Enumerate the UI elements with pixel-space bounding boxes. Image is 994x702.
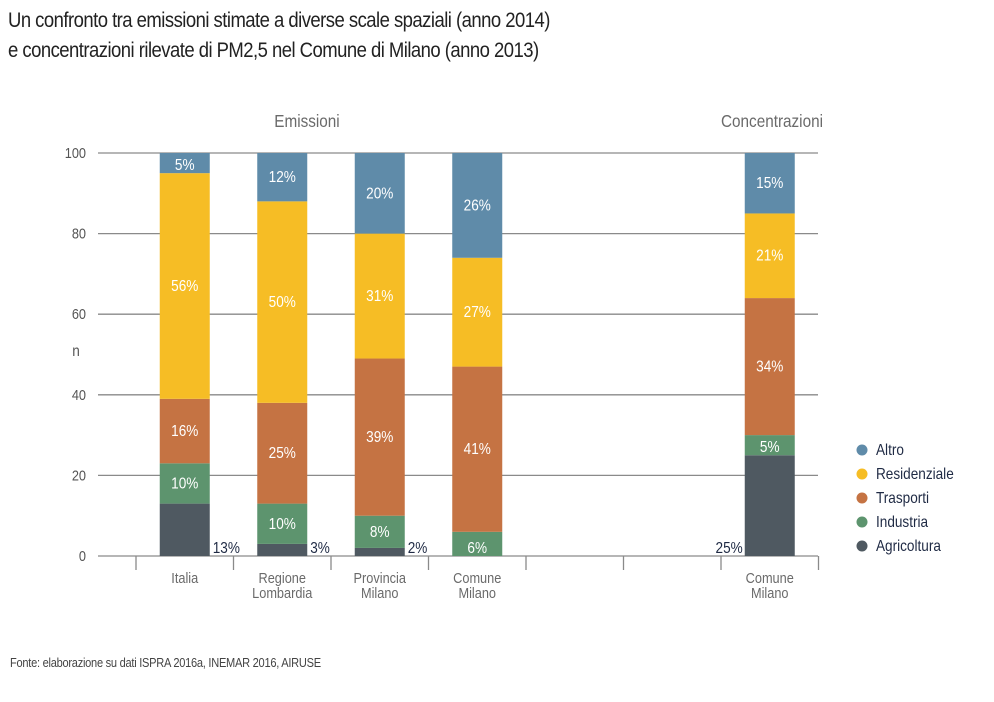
bar-segment-industria-0 bbox=[159, 463, 210, 504]
data-label-agricoltura-2: 2% bbox=[408, 540, 428, 557]
y-tick-label-0: 0 bbox=[79, 547, 86, 564]
y-tick-label-100: 100 bbox=[65, 144, 86, 161]
y-tick-label-20: 20 bbox=[72, 466, 86, 483]
data-label-industria-0: 10% bbox=[171, 476, 198, 493]
group-label-emissioni: Emissioni bbox=[274, 111, 339, 131]
data-label-agricoltura-0: 13% bbox=[213, 540, 240, 557]
bar-segment-altro-0 bbox=[159, 153, 210, 174]
bar-segment-agricoltura-1 bbox=[257, 543, 308, 556]
legend-marker-agricoltura bbox=[856, 540, 868, 552]
data-label-agricoltura-1: 3% bbox=[310, 540, 330, 557]
data-label-residenziale-0: 56% bbox=[171, 278, 198, 295]
bar-segment-industria-4 bbox=[744, 435, 795, 456]
bar-segment-industria-3 bbox=[452, 531, 503, 556]
bar-segment-altro-1 bbox=[257, 153, 308, 202]
bar-segment-altro-2 bbox=[354, 153, 405, 234]
legend-marker-trasporti bbox=[856, 492, 868, 504]
y-tick-label-80: 80 bbox=[72, 225, 86, 242]
bar-segment-trasporti-4 bbox=[744, 298, 795, 436]
data-label-agricoltura-4: 25% bbox=[716, 540, 743, 557]
title-line-2: e concentrazioni rilevate di PM2,5 nel C… bbox=[8, 39, 539, 62]
x-tick-label-3-0: Comune bbox=[453, 569, 501, 586]
bar-segment-residenziale-3 bbox=[452, 257, 503, 367]
data-label-altro-3: 26% bbox=[464, 197, 491, 214]
data-label-residenziale-4: 21% bbox=[756, 248, 783, 265]
title-line-1: Un confronto tra emissioni stimate a div… bbox=[8, 9, 550, 32]
chart-title: Un confronto tra emissioni stimate a div… bbox=[8, 6, 550, 66]
legend-marker-industria bbox=[856, 516, 868, 528]
data-label-altro-1: 12% bbox=[269, 169, 296, 186]
x-tick-label-3-1: Milano bbox=[458, 584, 496, 601]
x-tick-label-4-0: Comune bbox=[746, 569, 794, 586]
x-tick-label-2-0: Provincia bbox=[354, 569, 407, 586]
data-label-trasporti-4: 34% bbox=[756, 359, 783, 376]
data-label-altro-2: 20% bbox=[366, 185, 393, 202]
bar-segment-trasporti-0 bbox=[159, 398, 210, 464]
bar-segment-residenziale-0 bbox=[159, 173, 210, 399]
bar-segment-altro-3 bbox=[452, 153, 503, 258]
bar-segment-agricoltura-2 bbox=[354, 547, 405, 556]
data-label-residenziale-1: 50% bbox=[269, 294, 296, 311]
source-note: Fonte: elaborazione su dati ISPRA 2016a,… bbox=[10, 655, 321, 670]
y-tick-label-40: 40 bbox=[72, 386, 86, 403]
bar-segment-trasporti-1 bbox=[257, 402, 308, 504]
group-label-concentrazioni: Concentrazioni bbox=[721, 111, 823, 131]
bar-segment-residenziale-2 bbox=[354, 233, 405, 359]
data-label-altro-4: 15% bbox=[756, 175, 783, 192]
x-tick-label-1-0: Regione bbox=[259, 569, 307, 586]
x-tick-label-0-0: Italia bbox=[171, 569, 198, 586]
legend-label-industria: Industria bbox=[876, 514, 929, 531]
data-label-trasporti-1: 25% bbox=[269, 445, 296, 462]
data-label-industria-2: 8% bbox=[370, 524, 390, 541]
data-label-trasporti-0: 16% bbox=[171, 423, 198, 440]
bar-segment-agricoltura-4 bbox=[744, 455, 795, 556]
y-axis-label: n bbox=[72, 343, 80, 360]
bar-segment-trasporti-2 bbox=[354, 358, 405, 516]
data-label-residenziale-3: 27% bbox=[464, 304, 491, 321]
data-label-trasporti-3: 41% bbox=[464, 441, 491, 458]
legend-marker-altro bbox=[856, 444, 868, 456]
legend-label-altro: Altro bbox=[876, 442, 904, 459]
y-tick-label-60: 60 bbox=[72, 305, 86, 322]
legend-label-agricoltura: Agricoltura bbox=[876, 538, 942, 555]
x-tick-label-2-1: Milano bbox=[361, 584, 399, 601]
bar-segment-residenziale-4 bbox=[744, 213, 795, 299]
bar-segment-industria-1 bbox=[257, 503, 308, 544]
x-tick-label-4-1: Milano bbox=[751, 584, 789, 601]
data-label-residenziale-2: 31% bbox=[366, 288, 393, 305]
legend-label-trasporti: Trasporti bbox=[876, 490, 929, 507]
data-label-industria-4: 5% bbox=[760, 439, 780, 456]
bar-segment-altro-4 bbox=[744, 153, 795, 214]
data-label-industria-3: 6% bbox=[467, 540, 487, 557]
bar-segment-trasporti-3 bbox=[452, 366, 503, 532]
bar-segment-agricoltura-0 bbox=[159, 503, 210, 556]
data-label-trasporti-2: 39% bbox=[366, 429, 393, 446]
bar-segment-industria-2 bbox=[354, 515, 405, 548]
legend-label-residenziale: Residenziale bbox=[876, 466, 954, 483]
legend-marker-residenziale bbox=[856, 468, 868, 480]
data-label-industria-1: 10% bbox=[269, 516, 296, 533]
data-label-altro-0: 5% bbox=[175, 157, 195, 174]
x-tick-label-1-1: Lombardia bbox=[252, 584, 312, 601]
bar-segment-residenziale-1 bbox=[257, 201, 308, 403]
